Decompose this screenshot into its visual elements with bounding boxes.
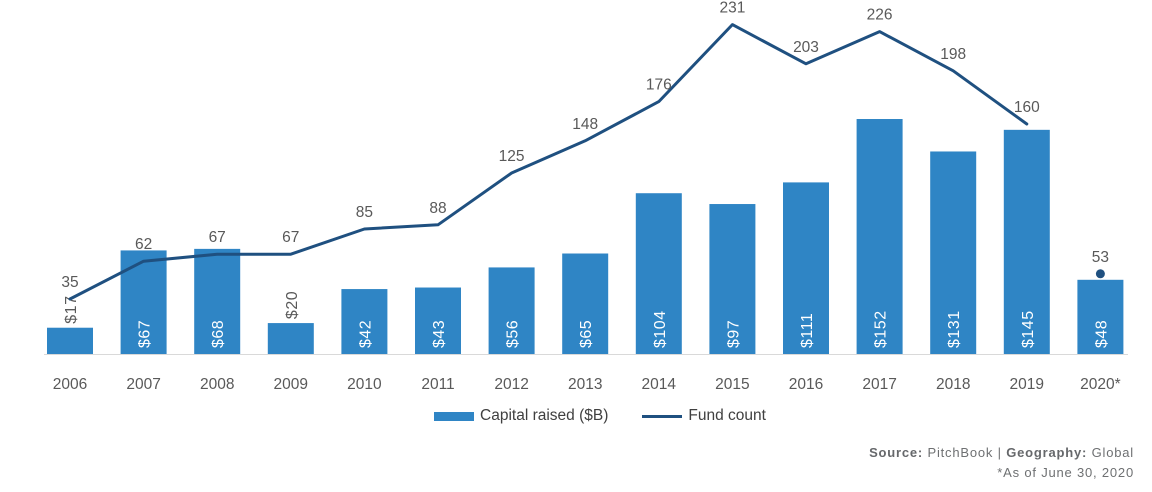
- x-tick-label: 2014: [642, 376, 677, 393]
- bar-2010: [341, 289, 388, 354]
- line-value-label: 67: [209, 229, 226, 246]
- legend-label-fund-count: Fund count: [688, 407, 766, 424]
- geography-label: Geography:: [1006, 445, 1088, 460]
- line-value-label: 148: [572, 116, 598, 133]
- chart-legend: Capital raised ($B) Fund count: [24, 407, 1152, 425]
- bar-value-label: $42: [357, 320, 374, 348]
- bar-2018: [930, 151, 977, 354]
- source-label: Source:: [869, 445, 924, 460]
- x-tick-label: 2009: [274, 376, 308, 393]
- bar-2015: [709, 204, 756, 354]
- x-tick-label: 2007: [126, 376, 160, 393]
- bar-value-label: $145: [1020, 310, 1037, 348]
- bar-value-label: $65: [578, 320, 595, 348]
- fund-count-line: [68, 23, 1029, 301]
- x-tick-label: 2013: [568, 376, 602, 393]
- line-value-label: 35: [61, 274, 78, 291]
- x-tick-label: 2018: [936, 376, 970, 393]
- line-value-label: 62: [135, 236, 152, 253]
- source-value: PitchBook |: [923, 445, 1007, 460]
- bar-2019: [1003, 129, 1050, 354]
- x-tick-label: 2010: [347, 376, 382, 393]
- bar-2009: [267, 323, 314, 354]
- bar-value-label: $20: [284, 291, 301, 319]
- line-value-label: 160: [1014, 99, 1040, 116]
- line-value-label: 226: [867, 7, 893, 24]
- source-note: Source: PitchBook | Geography: Global *A…: [869, 443, 1134, 483]
- line-value-label: 53: [1092, 249, 1109, 266]
- bar-2008: [194, 248, 241, 354]
- bar-value-label: $152: [873, 310, 890, 348]
- as-of-note: *As of June 30, 2020: [997, 465, 1134, 480]
- line-value-label: 85: [356, 204, 373, 221]
- bar-value-label: $111: [799, 313, 816, 348]
- bar-value-label: $68: [210, 320, 227, 348]
- bar-2012: [488, 267, 535, 354]
- bar-2014: [635, 193, 682, 354]
- x-tick-label: 2020*: [1080, 376, 1121, 393]
- x-tick-label: 2008: [200, 376, 234, 393]
- bar-value-label: $43: [431, 320, 448, 348]
- bar-series-swatch-icon: [434, 411, 475, 421]
- geography-value: Global: [1087, 445, 1134, 460]
- line-value-label: 176: [646, 77, 672, 94]
- bar-value-label: $67: [137, 320, 154, 348]
- x-tick-label: 2011: [421, 376, 454, 393]
- bar-value-label: $56: [505, 320, 522, 348]
- bar-value-label: $97: [725, 320, 742, 348]
- bar-value-label: $17: [63, 296, 80, 324]
- bar-2013: [562, 253, 609, 354]
- bar-2020: [1077, 279, 1124, 354]
- fund-count-dot: [1095, 269, 1105, 279]
- x-tick-label: 2015: [715, 376, 749, 393]
- x-tick-label: 2019: [1010, 376, 1044, 393]
- line-value-label: 231: [719, 0, 745, 17]
- line-value-label: 125: [499, 148, 525, 165]
- x-tick-label: 2017: [862, 376, 896, 393]
- line-series-swatch-icon: [642, 414, 683, 418]
- x-tick-label: 2006: [53, 376, 87, 393]
- bar-value-label: $131: [946, 310, 963, 348]
- x-tick-label: 2016: [789, 376, 823, 393]
- bar-value-label: $104: [652, 310, 669, 348]
- source-geography-line: Source: PitchBook | Geography: Global: [869, 443, 1134, 463]
- bar-2011: [415, 287, 461, 354]
- legend-item-capital-raised: Capital raised ($B): [434, 407, 608, 425]
- bar-value-label: $48: [1093, 320, 1110, 348]
- line-value-label: 198: [940, 46, 966, 63]
- legend-item-fund-count: Fund count: [642, 407, 766, 425]
- bar-2017: [856, 119, 903, 355]
- bar-2016: [783, 182, 829, 354]
- line-value-label: 203: [793, 39, 819, 56]
- x-tick-label: 2012: [494, 376, 528, 393]
- line-value-label: 88: [429, 200, 446, 217]
- capital-raised-fund-count-chart: $17 2006 $67 2007 $68 2008 $20 2009 $42 2010 $43 20…: [44, 0, 1128, 393]
- legend-label-capital-raised: Capital raised ($B): [480, 407, 609, 424]
- bar-2006: [47, 327, 93, 354]
- line-value-label: 67: [282, 229, 299, 246]
